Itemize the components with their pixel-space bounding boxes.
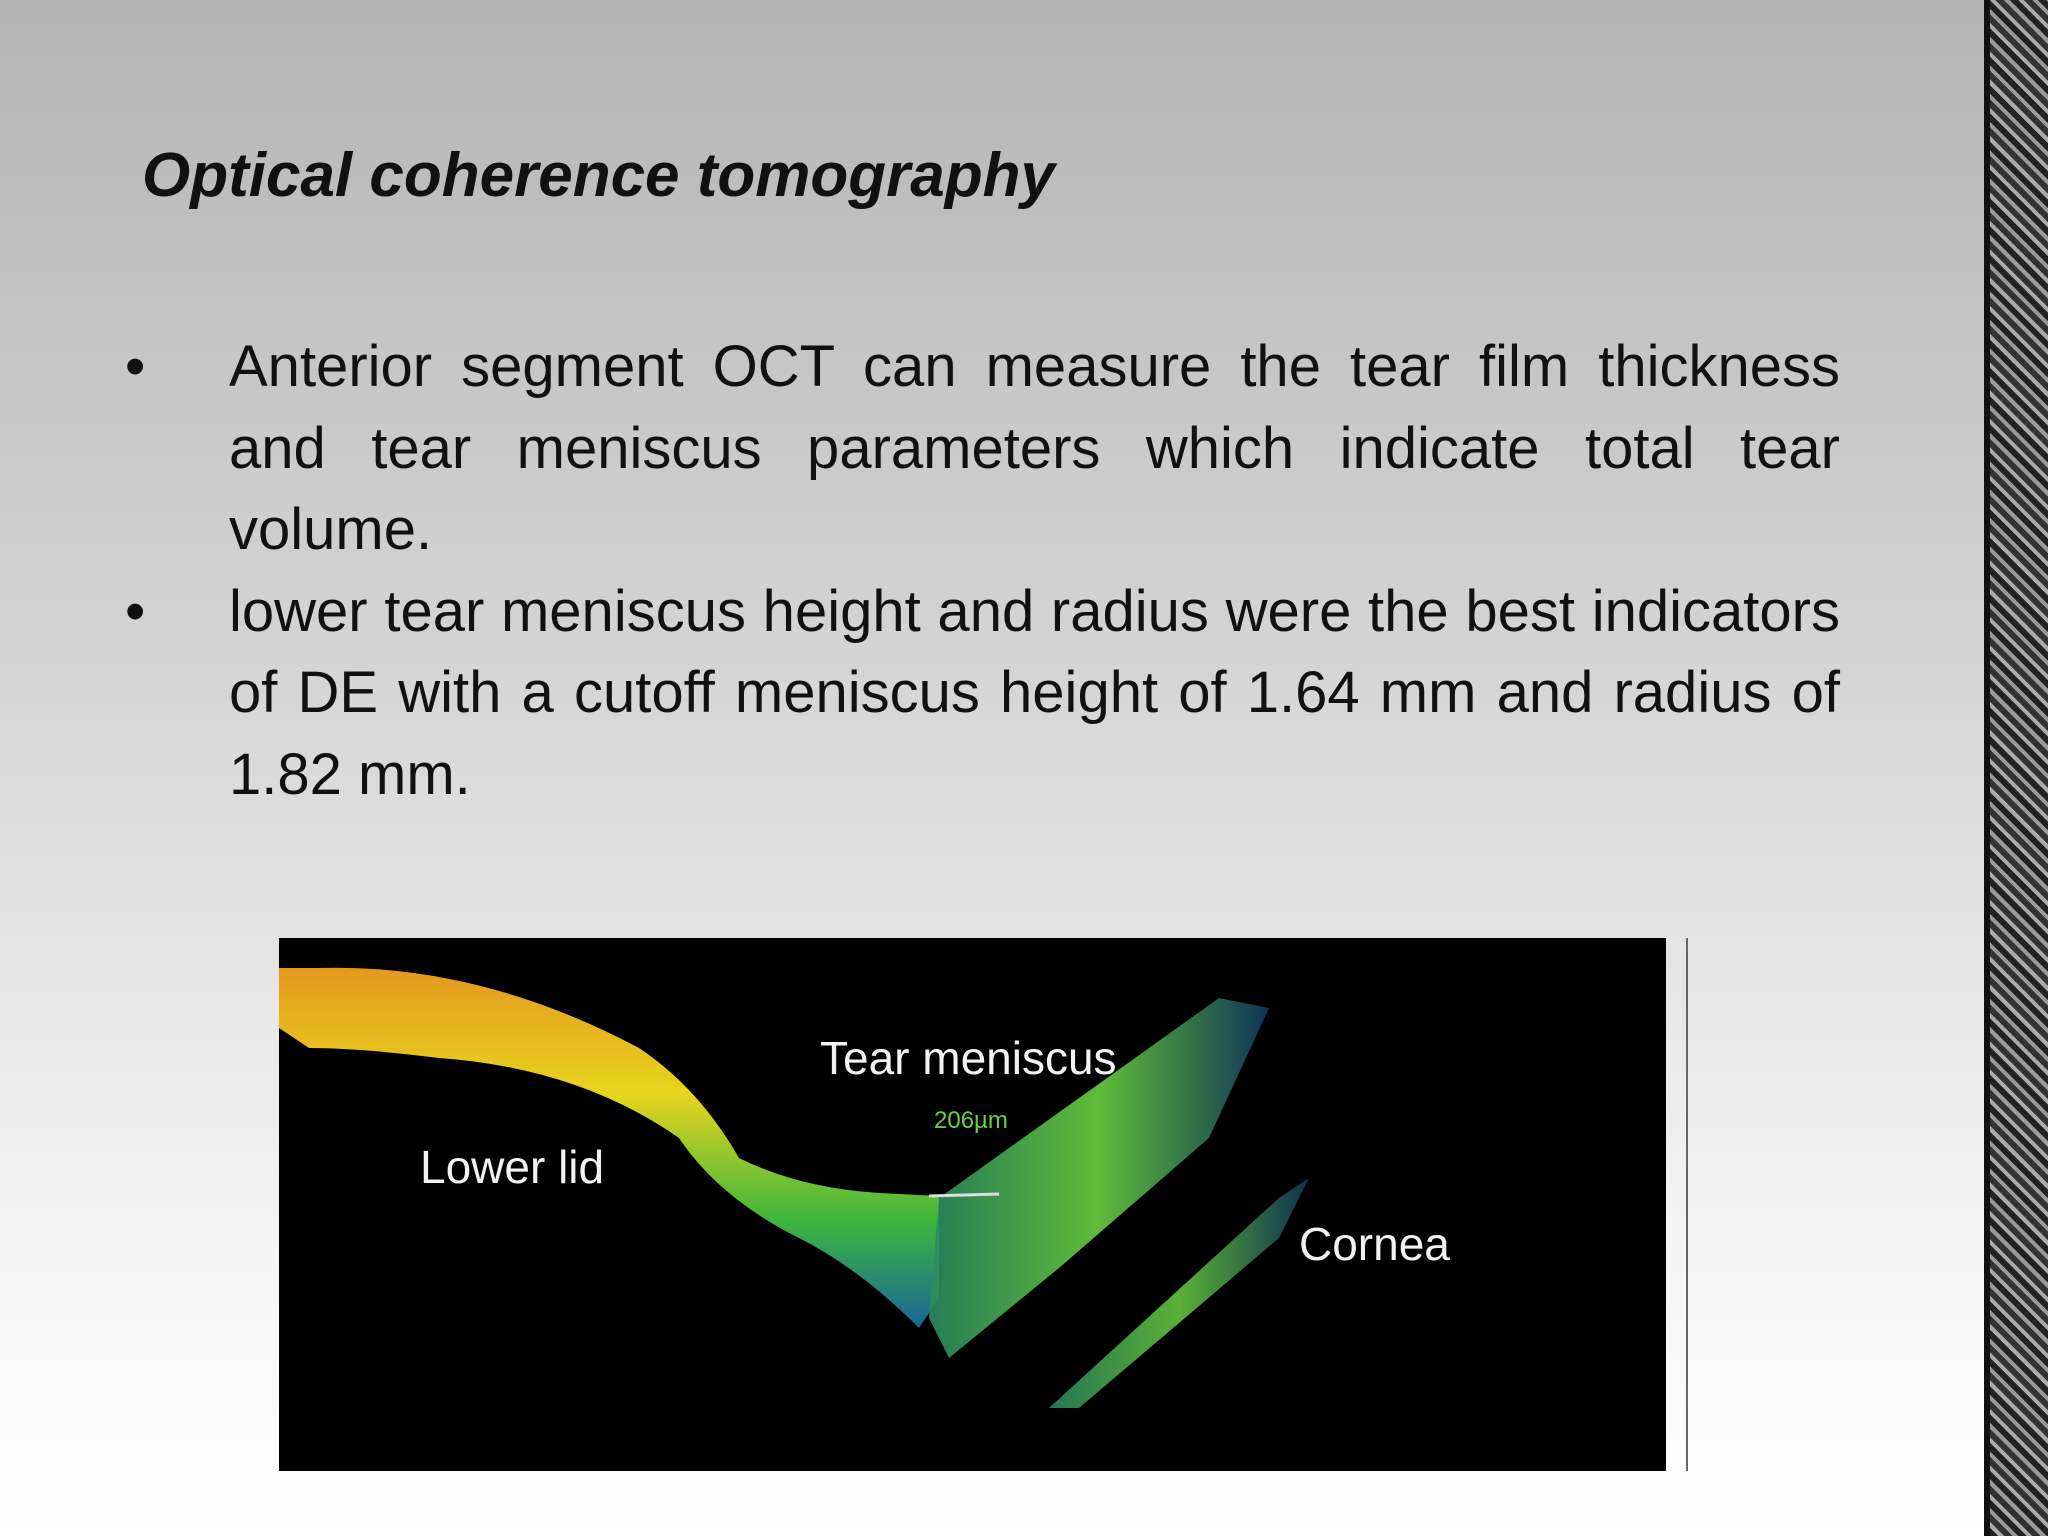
bullet: Anterior segment OCT can measure the tea… bbox=[120, 326, 1840, 571]
cornea-tissue bbox=[1049, 1178, 1309, 1408]
label-cornea: Cornea bbox=[1299, 1218, 1450, 1270]
oct-image: Tear meniscus 206µm Lower lid Cornea bbox=[279, 938, 1688, 1471]
bullet: lower tear meniscus height and radius we… bbox=[120, 571, 1840, 816]
bullet-list: Anterior segment OCT can measure the tea… bbox=[120, 326, 1840, 815]
decorative-strip bbox=[1984, 0, 2048, 1536]
slide-title: Optical coherence tomography bbox=[142, 141, 1055, 210]
label-tear-meniscus: Tear meniscus bbox=[820, 1032, 1117, 1084]
label-lower-lid: Lower lid bbox=[420, 1141, 604, 1193]
lower-lid-tissue bbox=[279, 967, 939, 1328]
cornea-tissue bbox=[929, 998, 1269, 1358]
meniscus-line bbox=[928, 1192, 1000, 1198]
label-measurement: 206µm bbox=[934, 1107, 1008, 1134]
